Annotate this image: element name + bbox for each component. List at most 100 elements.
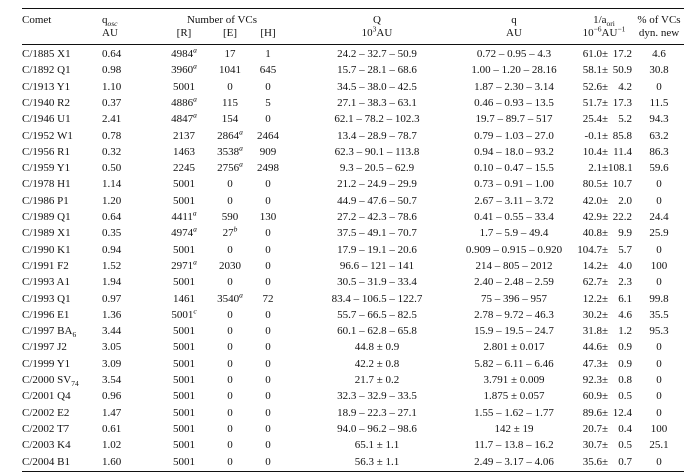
cell-aori-error: 2.3 xyxy=(618,276,632,289)
cell-aori-error: 17.2 xyxy=(612,48,632,60)
cell-aori-value: 52.6± xyxy=(582,80,608,93)
cell-Q: 42.2 ± 0.8 xyxy=(354,357,400,370)
cell-pct: 0 xyxy=(656,178,662,191)
cell-e: 0 xyxy=(227,341,233,354)
table-row: C/1952 W1 0.78 2137 2864a 2464 13.4 – 28.9 – … xyxy=(22,128,684,145)
cell-qosc: 0.32 xyxy=(102,145,122,158)
cell-e: 0 xyxy=(227,439,233,452)
cell-q: 2.78 – 9.72 – 46.3 xyxy=(474,308,554,321)
cell-Q: 32.3 – 32.9 – 33.5 xyxy=(337,390,417,403)
header-rule xyxy=(22,44,684,45)
cell-Q: 83.4 – 106.5 – 122.7 xyxy=(331,292,423,305)
cell-comet: C/1989 Q1 xyxy=(22,211,71,223)
cell-Q: 15.7 – 28.1 – 68.6 xyxy=(337,64,417,77)
cell-aori-value: 10.4± xyxy=(582,145,608,158)
cell-aori: 25.4± 5.2 xyxy=(576,111,632,128)
cell-h: 0 xyxy=(265,113,271,126)
cell-q: 0.94 – 18.0 – 93.2 xyxy=(474,145,554,158)
cell-Q: 30.5 – 31.9 – 33.4 xyxy=(337,276,417,289)
cell-q: 0.41 – 0.55 – 33.4 xyxy=(474,211,554,223)
col-pct-header: % of VCs xyxy=(637,14,681,26)
cell-pct: 0 xyxy=(656,194,662,207)
cell-aori-error: 2.0 xyxy=(618,194,632,207)
cell-aori: 30.2± 4.6 xyxy=(576,307,632,324)
table-row: C/1989 X1 0.35 4974a 27b 0 37.5 – 49.1 – 70.7… xyxy=(22,225,684,242)
cell-aori-error: 11.4 xyxy=(613,145,632,158)
col-Q-unit: 103AU xyxy=(361,24,393,39)
cell-Q: 62.1 – 78.2 – 102.3 xyxy=(334,113,420,126)
cell-Q: 96.6 – 121 – 141 xyxy=(339,259,415,272)
cell-aori-error: 12.4 xyxy=(612,406,632,419)
cell-h: 645 xyxy=(259,64,277,77)
cell-h: 0 xyxy=(265,422,271,435)
cell-qosc: 1.52 xyxy=(102,259,122,272)
cell-aori-error: 1.2 xyxy=(618,325,632,338)
cell-pct: 100 xyxy=(650,422,668,435)
cell-pct: 86.3 xyxy=(649,145,669,158)
table-row: C/1978 H1 1.14 5001 0 0 21.2 – 24.9 – 29.9 0.7… xyxy=(22,176,684,193)
table-row: C/1946 U1 2.41 4847a 154 0 62.1 – 78.2 – 102.… xyxy=(22,111,684,128)
cell-aori: 89.6± 12.4 xyxy=(576,405,632,422)
cell-comet: C/1991 F2 xyxy=(22,259,69,272)
cell-r: 2971a xyxy=(171,257,197,272)
cell-pct: 4.6 xyxy=(652,48,666,60)
cell-aori-value: 25.4± xyxy=(582,113,608,126)
cell-qosc: 0.96 xyxy=(102,390,122,403)
cell-comet: C/1997 J2 xyxy=(22,341,67,354)
cell-aori-error: 0.5 xyxy=(618,390,632,403)
table-row: C/1993 A1 1.94 5001 0 0 30.5 – 31.9 – 33.4 2.4… xyxy=(22,274,684,291)
cell-r: 5001 xyxy=(173,276,195,289)
cell-Q: 9.3 – 20.5 – 62.9 xyxy=(339,162,415,175)
cell-aori: 104.7± 5.7 xyxy=(576,242,632,259)
cell-aori-value: 61.0± xyxy=(582,48,608,60)
cell-aori-value: 42.9± xyxy=(582,211,608,223)
cell-h: 1 xyxy=(265,48,271,60)
cell-h: 0 xyxy=(265,406,271,419)
cell-qosc: 1.60 xyxy=(102,455,122,468)
cell-r: 5001 xyxy=(173,455,195,468)
cell-e: 0 xyxy=(227,374,233,386)
cell-e: 590 xyxy=(221,211,239,223)
cell-aori: 80.5± 10.7 xyxy=(576,176,632,193)
header-row-2: AU [R] [E] [H] 103AU AU 10−6AU−1 dyn. ne… xyxy=(22,25,684,42)
cell-q: 2.40 – 2.48 – 2.59 xyxy=(474,276,554,289)
cell-h: 0 xyxy=(265,80,271,93)
cell-e: 27b xyxy=(222,224,238,240)
cell-Q: 34.5 – 38.0 – 42.5 xyxy=(337,80,417,93)
cell-aori-value: 14.2± xyxy=(582,259,608,272)
cell-qosc: 0.64 xyxy=(102,48,122,60)
cell-r: 5001 xyxy=(173,194,195,207)
cell-Q: 65.1 ± 1.1 xyxy=(354,439,400,452)
cell-aori-error: 85.8 xyxy=(612,129,632,142)
cell-q: 15.9 – 19.5 – 24.7 xyxy=(474,325,554,338)
cell-h: 0 xyxy=(265,439,271,452)
cell-e: 0 xyxy=(227,243,233,256)
cell-aori-value: 31.8± xyxy=(582,325,608,338)
cell-qosc: 0.35 xyxy=(102,227,122,240)
cell-r: 5001 xyxy=(173,243,195,256)
cell-qosc: 0.98 xyxy=(102,64,122,77)
cell-r: 5001 xyxy=(173,439,195,452)
col-e-header: [E] xyxy=(222,27,238,39)
cell-comet: C/2004 B1 xyxy=(22,455,70,468)
table-row: C/2002 T7 0.61 5001 0 0 94.0 – 96.2 – 98.6 142… xyxy=(22,421,684,438)
table-row: C/1996 E1 1.36 5001c 0 0 55.7 – 66.5 – 82.5 2.… xyxy=(22,307,684,324)
col-q-unit: AU xyxy=(506,27,522,39)
cell-Q: 24.2 – 32.7 – 50.9 xyxy=(337,48,417,60)
cell-aori-error: 22.2 xyxy=(612,211,632,223)
cell-aori-error: 50.9 xyxy=(612,64,632,77)
cell-qosc: 0.37 xyxy=(102,96,122,109)
cell-pct: 94.3 xyxy=(649,113,669,126)
cell-q: 1.55 – 1.62 – 1.77 xyxy=(474,406,554,419)
cell-e: 0 xyxy=(227,325,233,338)
cell-r: 5001 xyxy=(173,341,195,354)
cell-h: 0 xyxy=(265,325,271,338)
cell-h: 0 xyxy=(265,259,271,272)
cell-aori: -0.1± 85.8 xyxy=(576,128,632,145)
cell-pct: 25.1 xyxy=(649,439,669,452)
cell-comet: C/2003 K4 xyxy=(22,439,71,452)
cell-Q: 21.7 ± 0.2 xyxy=(354,374,400,386)
cell-e: 0 xyxy=(227,80,233,93)
cell-pct: 0 xyxy=(656,406,662,419)
cell-r: 1461 xyxy=(173,292,195,305)
